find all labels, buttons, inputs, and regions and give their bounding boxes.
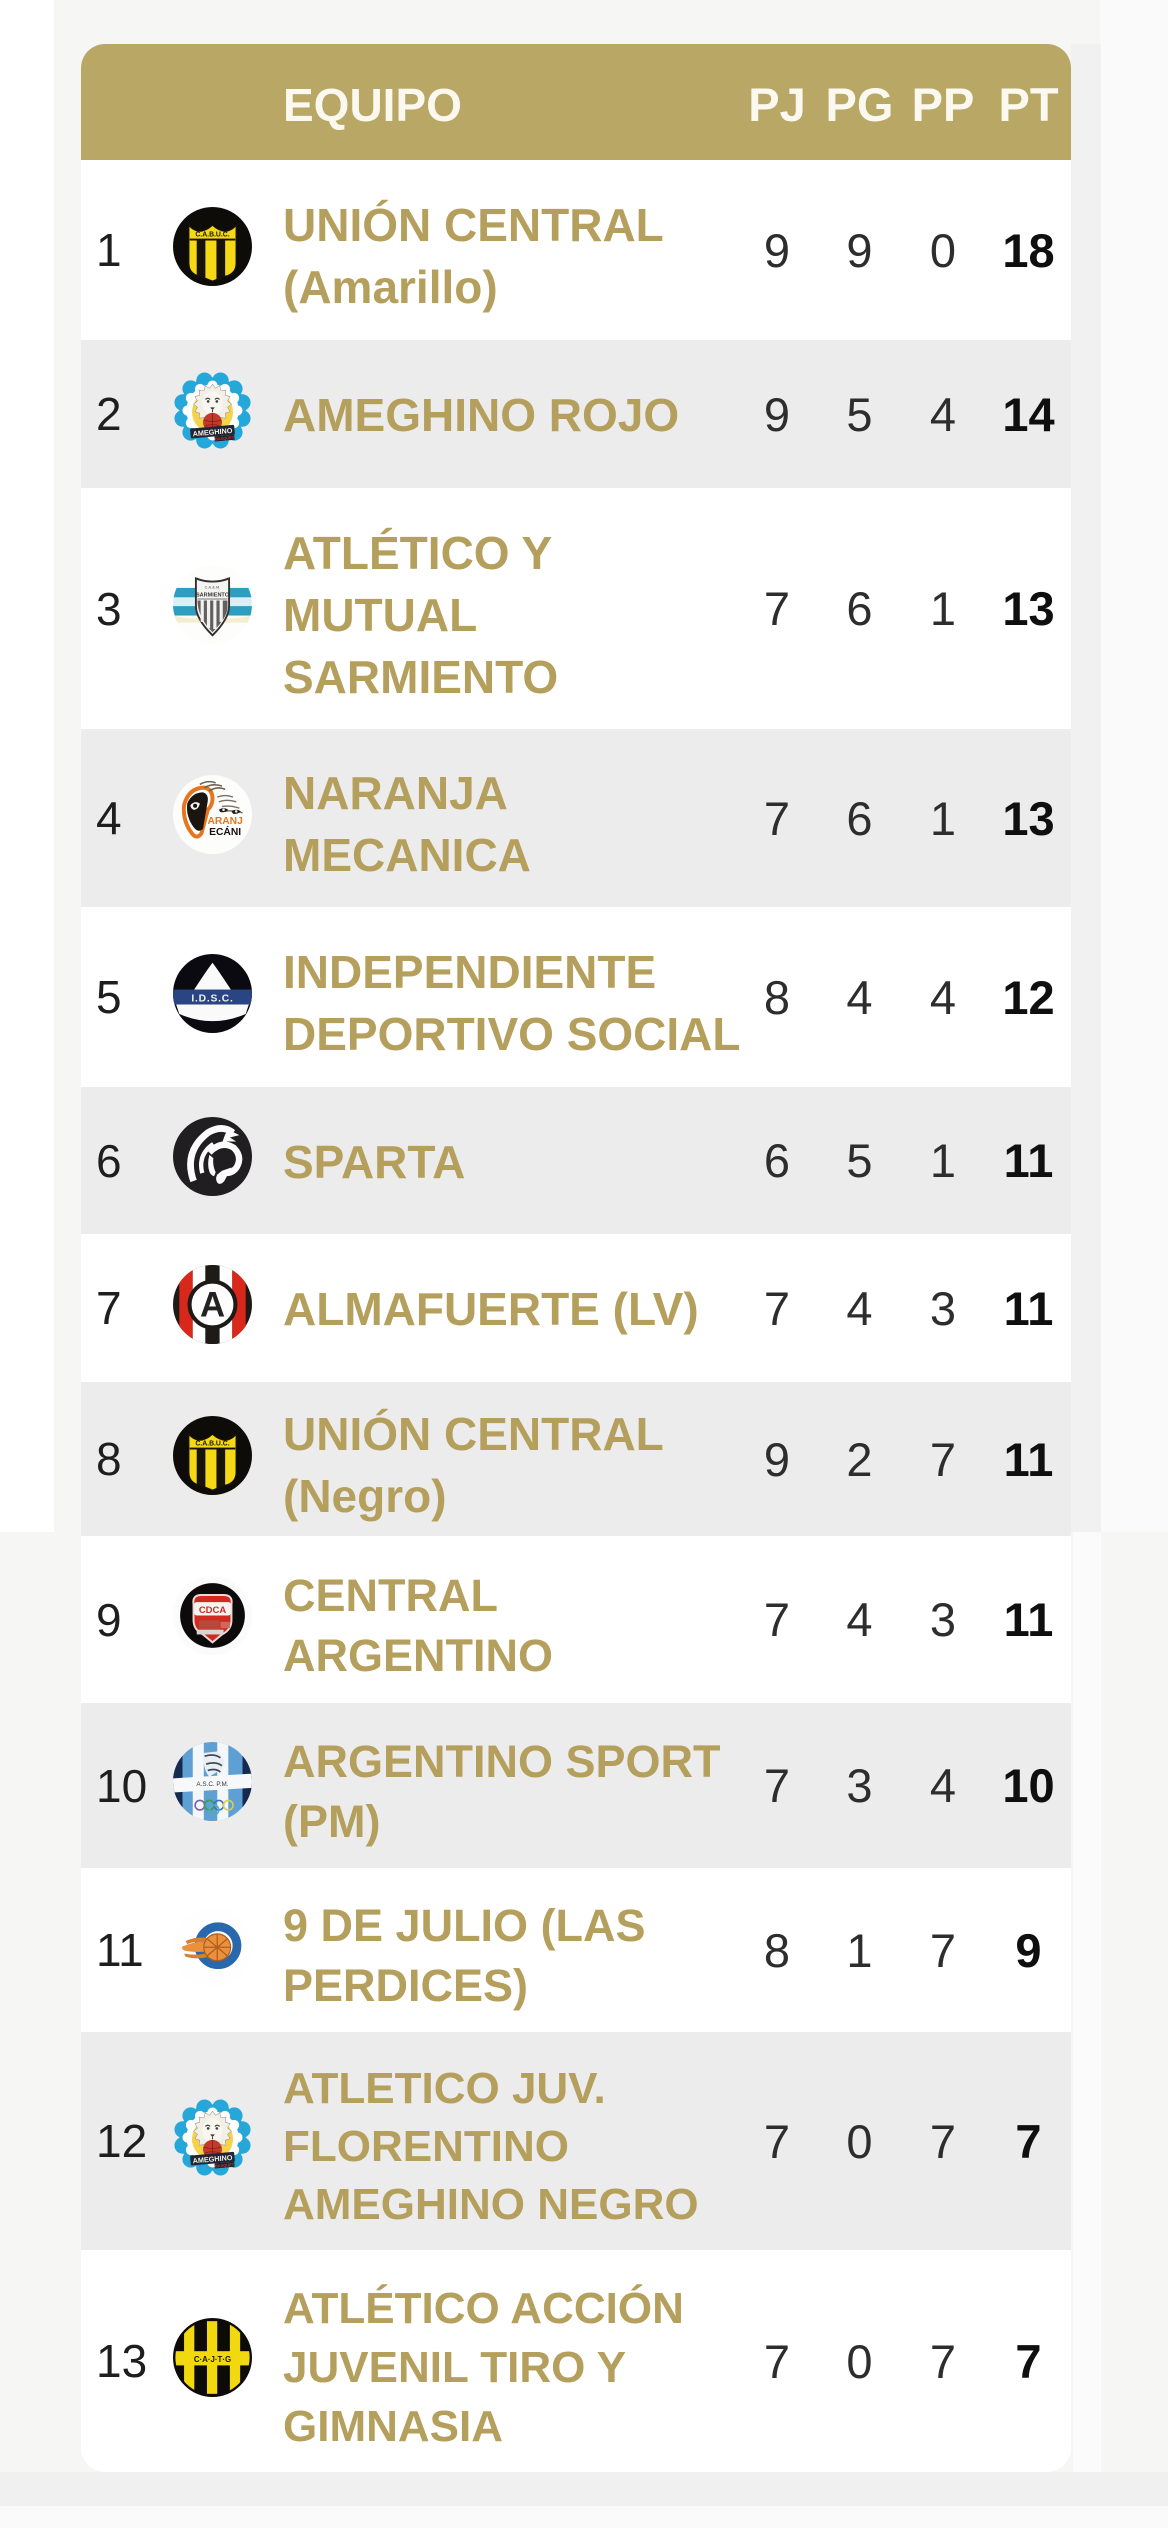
svg-text:A.S.C. P.M.: A.S.C. P.M. — [196, 1781, 228, 1788]
svg-text:I.D.S.C.: I.D.S.C. — [191, 993, 233, 1004]
svg-text:BASQUET: BASQUET — [215, 434, 235, 441]
svg-text:ARANJ: ARANJ — [207, 815, 242, 826]
svg-text:AMEGHINO: AMEGHINO — [192, 425, 233, 437]
svg-text:C.A.B.U.C.: C.A.B.U.C. — [195, 231, 229, 238]
svg-text:ECÁNI: ECÁNI — [209, 825, 241, 838]
svg-text:SARMIENTO: SARMIENTO — [196, 593, 230, 599]
svg-text:A: A — [200, 1286, 225, 1324]
svg-text:CDCA: CDCA — [199, 1605, 227, 1616]
svg-text:AMEGHINO: AMEGHINO — [192, 2152, 233, 2164]
svg-text:C.A.B.U.C.: C.A.B.U.C. — [195, 1440, 229, 1447]
svg-text:C·A·J·T·G: C·A·J·T·G — [194, 2355, 231, 2364]
svg-text:C.A.&.M.: C.A.&.M. — [205, 585, 221, 590]
svg-text:BASQUET: BASQUET — [215, 2161, 235, 2168]
